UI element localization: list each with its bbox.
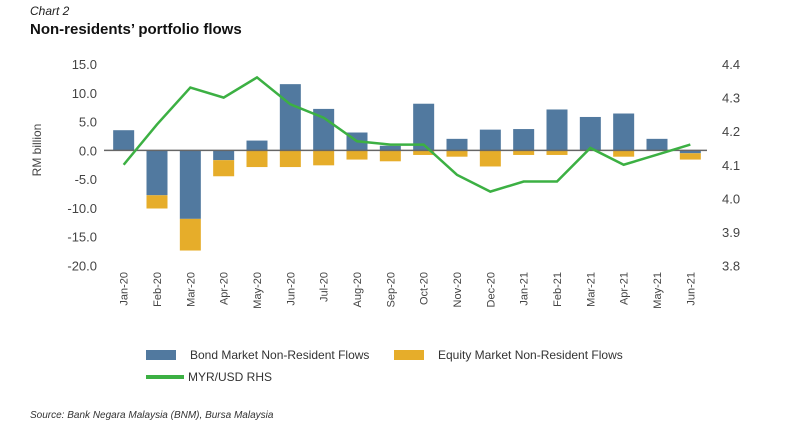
bond-bar [679, 150, 701, 154]
chart-number-label: Chart 2 [30, 4, 70, 18]
x-tick-label: Mar-20 [185, 272, 197, 307]
line-swatch [146, 375, 184, 379]
equity-bar [413, 150, 435, 155]
bond-bar [179, 150, 201, 219]
bond-bar [113, 130, 135, 151]
equity-bar [379, 150, 401, 162]
source-note: Source: Bank Negara Malaysia (BNM), Burs… [30, 410, 274, 421]
left-tick-label: 15.0 [72, 57, 97, 72]
bond-bar [479, 129, 501, 151]
left-tick-label: 10.0 [72, 86, 97, 101]
x-tick-label: Apr-20 [219, 272, 231, 305]
left-tick-label: 0.0 [79, 143, 97, 158]
bond-bar [279, 84, 301, 151]
right-tick-label: 4.2 [722, 124, 740, 139]
x-tick-label: Sep-20 [385, 272, 397, 307]
bond-bar [579, 116, 601, 151]
left-tick-label: -20.0 [67, 259, 97, 274]
equity-bar [179, 218, 201, 251]
myr-usd-line [122, 75, 691, 193]
x-tick-label: Aug-20 [352, 272, 364, 307]
bond-bar [246, 140, 268, 151]
x-tick-label: Jul-20 [319, 272, 331, 302]
legend-label-equity: Equity Market Non-Resident Flows [438, 348, 623, 362]
right-tick-label: 4.0 [722, 191, 740, 206]
x-tick-label: Apr-21 [619, 272, 631, 305]
equity-bar [346, 150, 368, 160]
bond-bar [613, 113, 635, 151]
equity-bar [479, 150, 501, 167]
x-tick-label: Jun-21 [685, 272, 697, 306]
x-axis-ticks: Jan-20 Feb-20 Mar-20 Apr-20 May-20 Jun-20 Jul-… [119, 272, 698, 309]
equity-bar [513, 150, 535, 155]
right-tick-label: 4.3 [722, 91, 740, 106]
equity-bar [279, 150, 301, 168]
equity-bar [213, 160, 235, 177]
bond-bar [546, 109, 568, 151]
right-tick-label: 3.8 [722, 259, 740, 274]
equity-bar [613, 150, 635, 157]
equity-bar [146, 195, 168, 209]
legend-label-line: MYR/USD RHS [188, 370, 273, 384]
equity-bar [446, 150, 468, 157]
x-tick-label: Jun-20 [285, 272, 297, 306]
equity-swatch [394, 350, 424, 360]
bond-bar [313, 108, 335, 151]
equity-bar [313, 150, 335, 166]
y-axis-title: RM billion [30, 124, 44, 177]
bond-bar [379, 145, 401, 151]
legend-label-bond: Bond Market Non-Resident Flows [190, 348, 370, 362]
legend-item-equity: Equity Market Non-Resident Flows [394, 348, 623, 362]
legend-item-line: MYR/USD RHS [146, 370, 272, 384]
x-tick-label: Nov-20 [452, 272, 464, 307]
bond-bar [446, 138, 468, 151]
chart-title: Non-residents’ portfolio flows [30, 21, 242, 38]
x-tick-label: Feb-21 [552, 272, 564, 307]
x-tick-label: Jan-21 [519, 272, 531, 306]
left-tick-label: -15.0 [67, 230, 97, 245]
equity-bar [679, 153, 701, 160]
left-tick-label: -5.0 [75, 172, 97, 187]
left-tick-label: -10.0 [67, 201, 97, 216]
bond-bar [146, 150, 168, 196]
legend-item-bond: Bond Market Non-Resident Flows [146, 348, 369, 362]
x-tick-label: Feb-20 [152, 272, 164, 307]
equity-bar [546, 150, 568, 155]
x-tick-label: Jan-20 [119, 272, 131, 306]
x-tick-label: Dec-20 [485, 272, 497, 307]
right-tick-label: 3.9 [722, 225, 740, 240]
x-tick-label: Oct-20 [419, 272, 431, 305]
x-tick-label: May-21 [652, 272, 664, 309]
bars [113, 84, 701, 251]
right-axis-ticks: 4.4 4.3 4.2 4.1 4.0 3.9 3.8 [722, 57, 740, 274]
left-axis-ticks: 15.0 10.0 5.0 0.0 -5.0 -10.0 -15.0 -20.0 [67, 57, 97, 274]
bond-bar [213, 150, 235, 161]
left-tick-label: 5.0 [79, 115, 97, 130]
equity-bar [246, 150, 268, 168]
bond-bar [413, 103, 435, 151]
right-tick-label: 4.4 [722, 57, 740, 72]
x-tick-label: Mar-21 [585, 272, 597, 307]
right-tick-label: 4.1 [722, 158, 740, 173]
bond-bar [646, 138, 668, 151]
x-tick-label: May-20 [252, 272, 264, 309]
bond-swatch [146, 350, 176, 360]
bond-bar [513, 129, 535, 151]
